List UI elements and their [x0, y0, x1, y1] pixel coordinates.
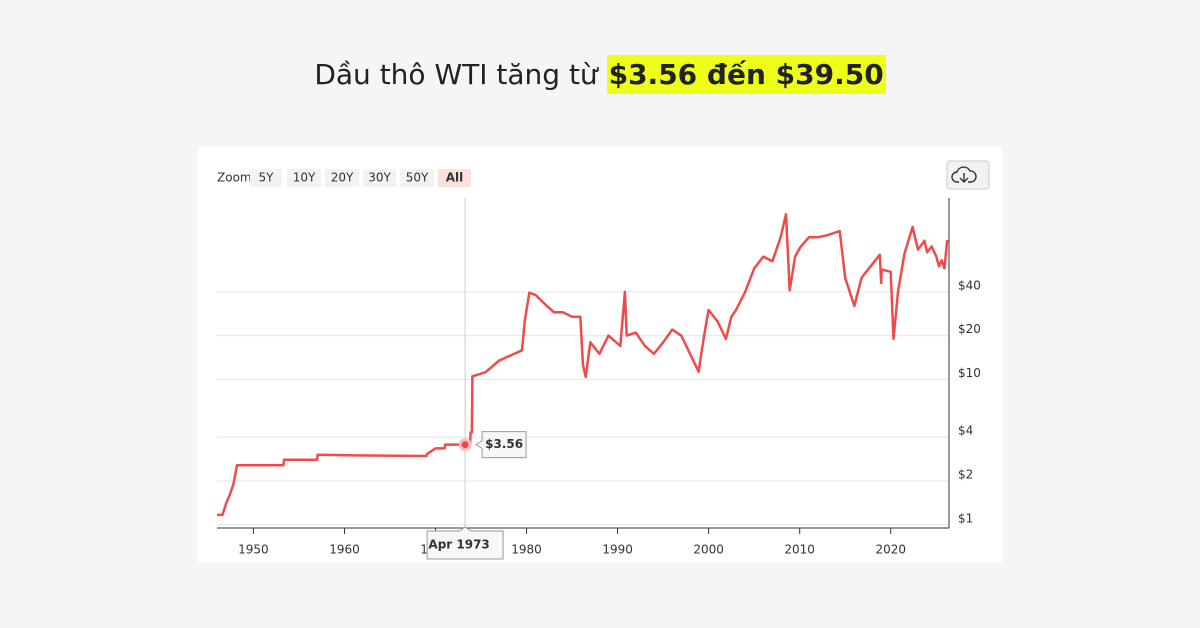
chart-card	[198, 147, 1002, 563]
y-tick-label: $10	[958, 366, 981, 380]
zoom-button[interactable]: 50Y	[400, 169, 434, 187]
zoom-button-label[interactable]: 5Y	[259, 171, 275, 185]
zoom-button[interactable]: 30Y	[363, 169, 396, 187]
x-tick-label: 1990	[602, 543, 633, 557]
zoom-button-bg[interactable]	[325, 169, 359, 187]
x-tick-label: 1980	[511, 543, 542, 557]
zoom-button[interactable]: 20Y	[325, 169, 359, 187]
value-tooltip: $3.56	[485, 437, 523, 451]
y-tick-label: $4	[958, 424, 973, 438]
title-text: Dầu thô WTI tăng từ	[314, 58, 598, 91]
download-button[interactable]	[946, 160, 990, 190]
zoom-button-bg[interactable]	[287, 169, 321, 187]
x-tick-label: 1960	[329, 543, 360, 557]
title: Dầu thô WTI tăng từ $3.56 đến $39.50	[0, 55, 1200, 94]
zoom-button-bg[interactable]	[250, 169, 282, 187]
x-tick-label: 2010	[784, 543, 815, 557]
tooltip-marker	[458, 438, 472, 452]
value-tooltip-box	[475, 431, 527, 459]
date-tooltip: Apr 1973	[428, 538, 489, 552]
zoom-button[interactable]: All	[438, 169, 471, 187]
zoom-button-label[interactable]: 20Y	[331, 171, 354, 185]
y-tick-label: $20	[958, 322, 981, 336]
zoom-button-label[interactable]: 30Y	[368, 171, 391, 185]
title-highlight: $3.56 đến $39.50	[606, 55, 886, 94]
zoom-button-label[interactable]: All	[446, 171, 464, 185]
price-line	[217, 212, 949, 517]
zoom-button-bg[interactable]	[400, 169, 434, 187]
x-tick-label: 2000	[693, 543, 724, 557]
y-tick-label: $1	[958, 511, 973, 525]
y-tick-label: $40	[958, 278, 981, 292]
date-tooltip-box	[426, 526, 504, 560]
zoom-button-label[interactable]: 50Y	[406, 171, 429, 185]
zoom-button-label[interactable]: 10Y	[293, 171, 316, 185]
x-tick-label: 1950	[238, 543, 269, 557]
y-tick-label: $2	[958, 468, 973, 482]
zoom-button[interactable]: 10Y	[287, 169, 321, 187]
zoom-label: Zoom	[217, 171, 252, 185]
zoom-button-bg[interactable]	[363, 169, 396, 187]
zoom-button-bg[interactable]	[438, 169, 471, 187]
x-tick-label: 2020	[875, 543, 906, 557]
zoom-button[interactable]: 5Y	[250, 169, 282, 187]
